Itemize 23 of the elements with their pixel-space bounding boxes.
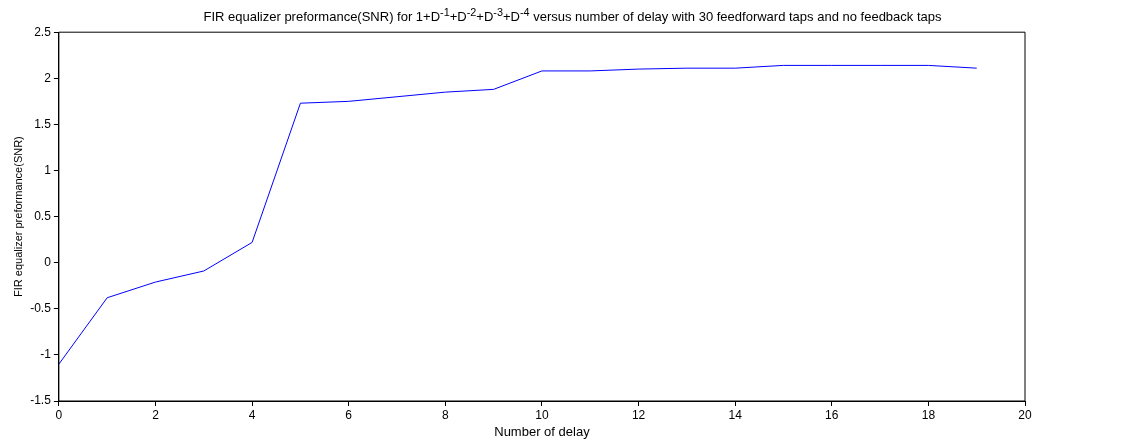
y-tick-label: -0.5 <box>30 301 52 316</box>
x-tick-label: 8 <box>441 407 449 422</box>
x-tick-label: 12 <box>631 407 646 422</box>
x-tick-label: 16 <box>825 407 839 422</box>
x-tick-label: 0 <box>55 407 63 422</box>
x-tick-label: 20 <box>1018 407 1032 422</box>
y-axis-title: FIR equalizer preformance(SNR) <box>11 136 24 297</box>
x-tick-label: 4 <box>248 407 256 422</box>
x-axis-title: Number of delay <box>494 423 591 439</box>
y-tick-label: -1.5 <box>30 393 52 408</box>
x-tick-label: 2 <box>152 407 160 422</box>
chart-title: FIR equalizer preformance(SNR) for 1+D$^{-1}$+D$^{-2}$+D$^{-3}$+D$^{-4}$ versus number of delay with 30 feedforward taps and no feedback taps <box>203 6 942 25</box>
x-tick-label: 14 <box>728 407 743 422</box>
y-tick-label: 0 <box>44 255 52 270</box>
x-tick-label: 6 <box>345 407 353 422</box>
y-tick-label: 1 <box>44 162 52 177</box>
x-tick-label: 18 <box>921 407 936 422</box>
x-tick-label: 10 <box>535 407 549 422</box>
y-tick-label: 0.5 <box>34 208 52 223</box>
y-tick-label: -1 <box>40 347 52 362</box>
y-tick-label: 1.5 <box>34 116 52 131</box>
y-tick-label: 2.5 <box>34 24 52 39</box>
y-tick-label: 2 <box>44 70 52 85</box>
